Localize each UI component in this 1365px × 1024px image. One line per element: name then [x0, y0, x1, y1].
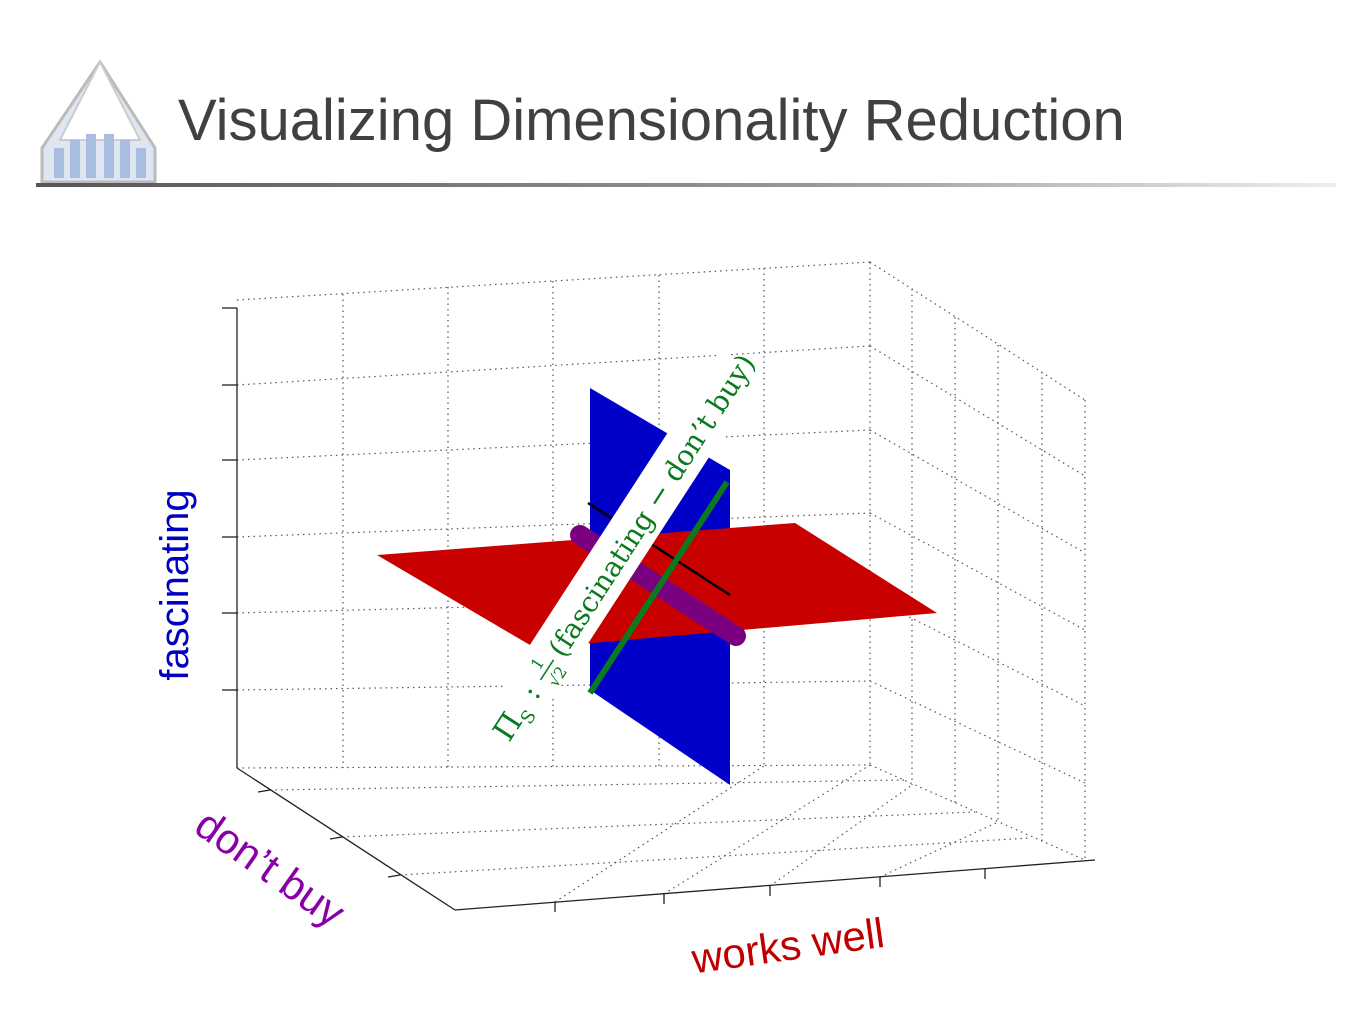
z-axis-label: fascinating: [153, 489, 197, 680]
slide-title: Visualizing Dimensionality Reduction: [178, 88, 1125, 153]
title-underline: [36, 183, 1336, 187]
intersection-line: [587, 501, 731, 597]
x-axis-label: works well: [688, 909, 887, 983]
y-axis-label: don’t buy: [187, 800, 354, 936]
plot-grid: [236, 261, 1086, 903]
logo: [40, 59, 157, 184]
plot-axes: [222, 307, 1096, 912]
principal-direction: [587, 480, 730, 695]
annotation-band: [487, 350, 762, 737]
